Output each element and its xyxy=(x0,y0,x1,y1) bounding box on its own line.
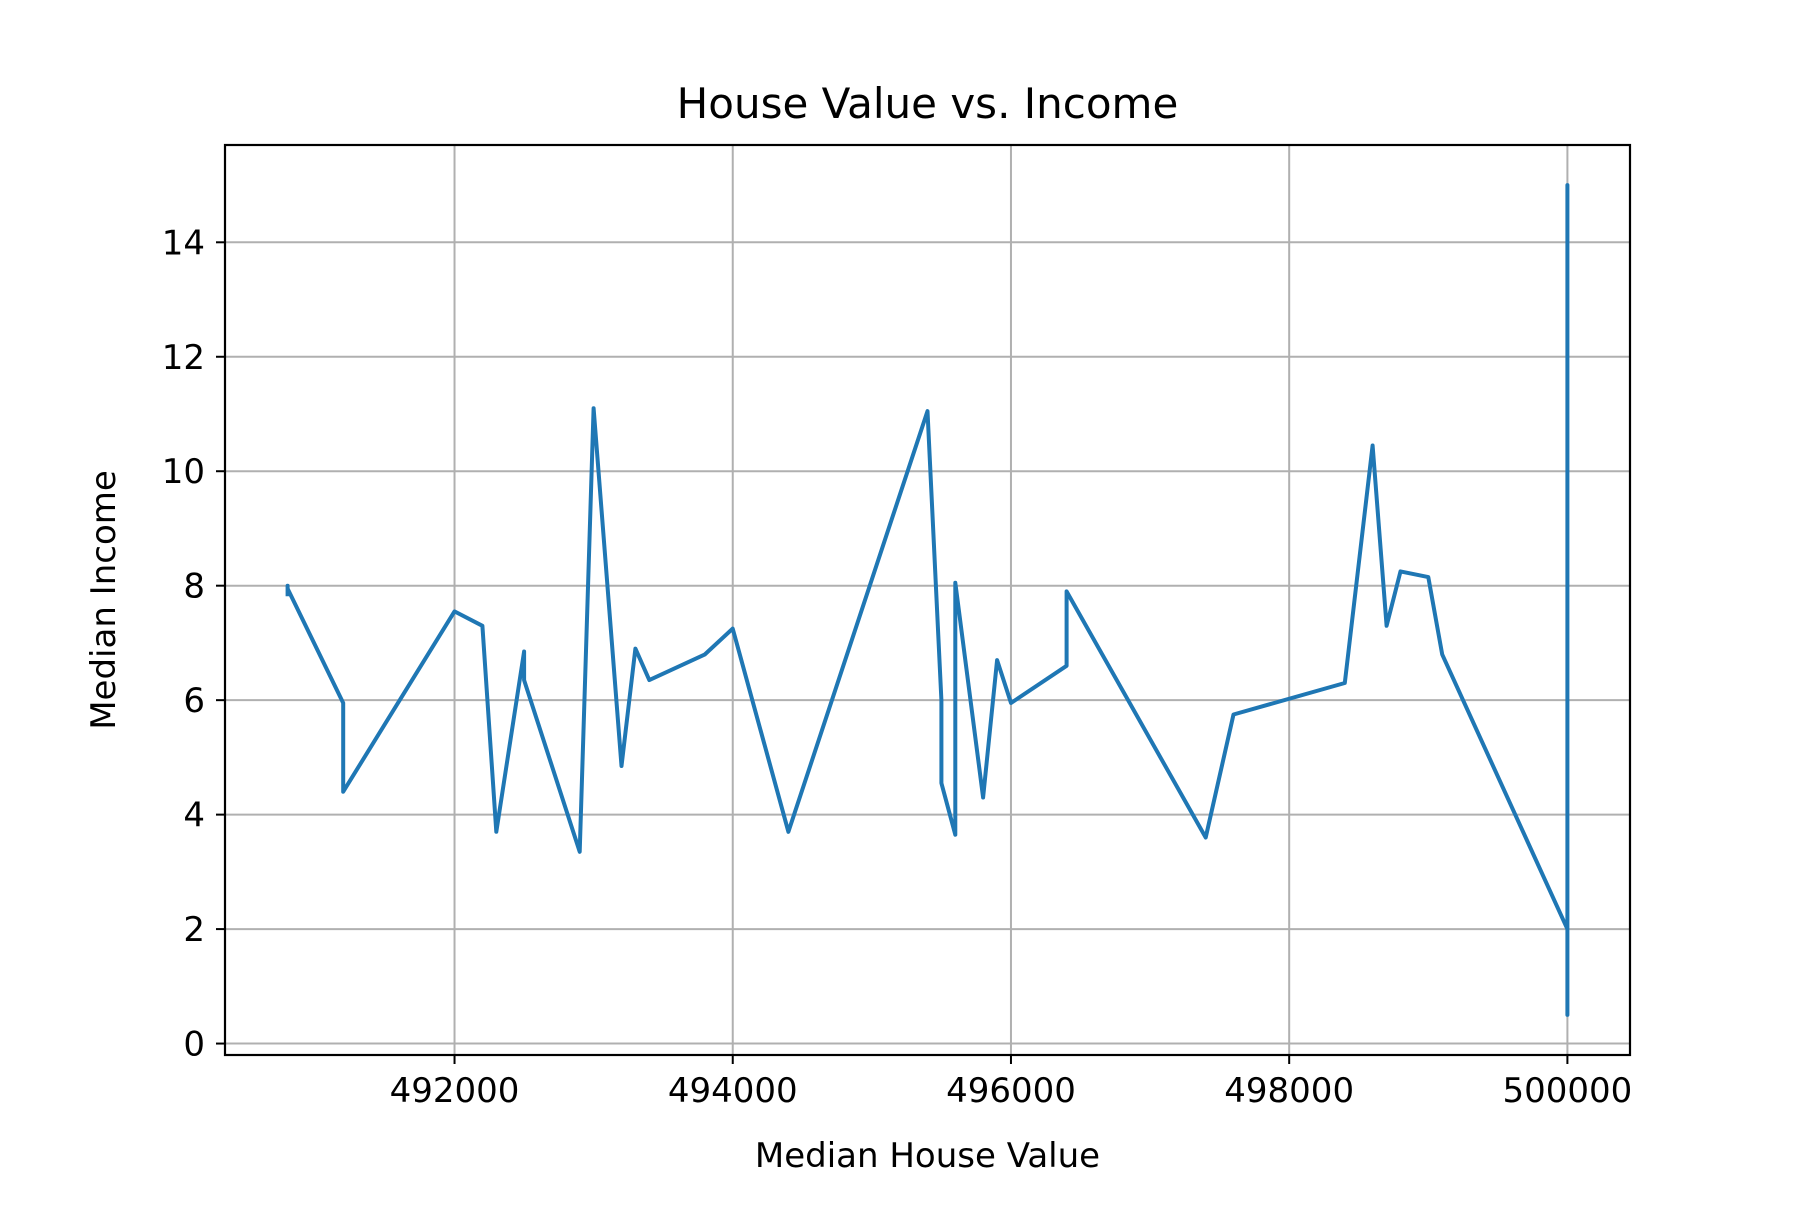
ticks: 492000 494000 496000 498000 500000 0 2 4 6 8 10 12 1… xyxy=(162,223,1633,1111)
axes-frame xyxy=(223,143,1632,1057)
x-tick-label: 494000 xyxy=(668,1071,798,1111)
y-tick-label: 6 xyxy=(183,681,205,721)
y-tick-label: 10 xyxy=(162,452,205,492)
x-tick-label: 492000 xyxy=(390,1071,520,1111)
x-tick-label: 498000 xyxy=(1224,1071,1354,1111)
y-tick-label: 12 xyxy=(162,338,205,378)
series-line xyxy=(285,183,1570,1017)
y-axis-title: Median Income xyxy=(84,470,124,730)
y-tick-label: 8 xyxy=(183,567,205,607)
y-tick-label: 2 xyxy=(183,910,205,950)
y-tick-label: 4 xyxy=(183,796,205,836)
x-axis-title: Median House Value xyxy=(755,1136,1100,1176)
grid xyxy=(225,145,1630,1055)
x-tick-label: 496000 xyxy=(946,1071,1076,1111)
x-tick-label: 500000 xyxy=(1503,1071,1633,1111)
y-tick-label: 0 xyxy=(183,1025,205,1065)
chart-title: House Value vs. Income xyxy=(677,79,1179,128)
y-tick-label: 14 xyxy=(162,223,205,263)
series-layer xyxy=(285,183,1570,1017)
